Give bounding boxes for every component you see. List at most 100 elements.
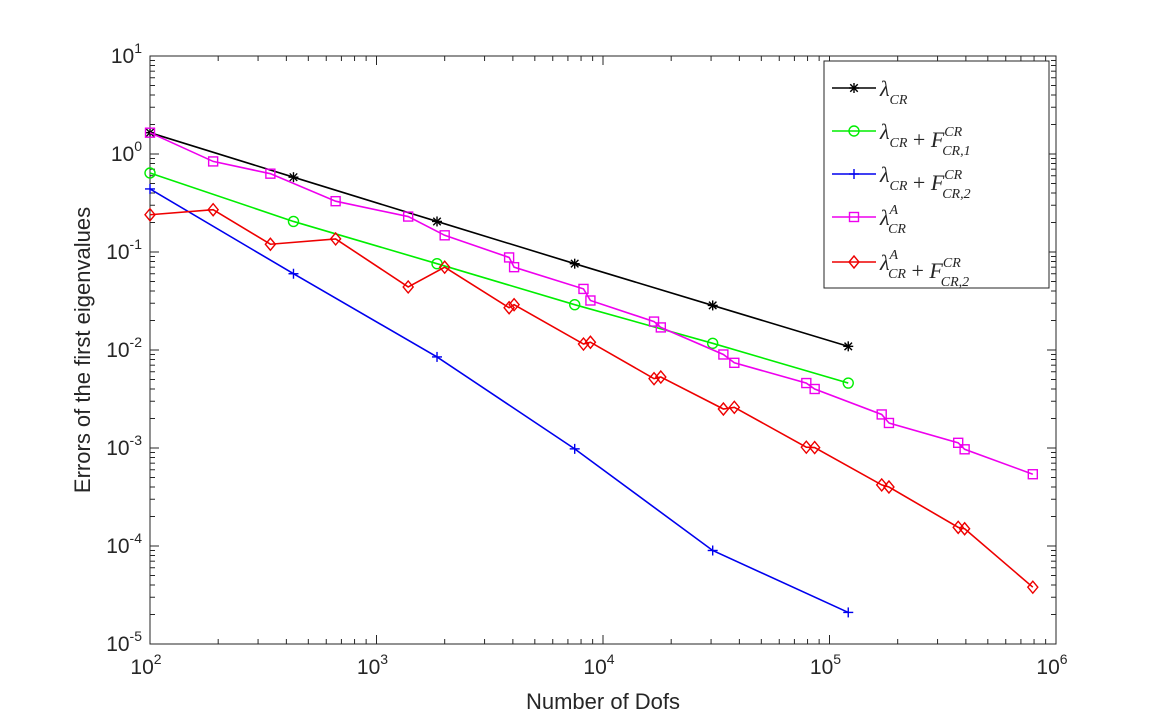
legend-marker-2	[849, 169, 859, 179]
y-axis-label: Errors of the first eigenvalues	[70, 207, 95, 493]
series-4-point	[952, 520, 965, 535]
x-tick-exponent: 2	[154, 651, 162, 667]
series-4-point-shape	[1026, 580, 1039, 595]
series-4-point-shape	[717, 401, 730, 417]
legend-plus: +	[906, 258, 929, 283]
series-3-point	[801, 377, 812, 389]
series-3-point-shape	[330, 195, 341, 207]
legend-f-sup: CR	[944, 168, 962, 183]
series-4-point-shape	[808, 440, 821, 455]
y-tick-label: 10-5	[106, 628, 142, 656]
series-layer	[144, 127, 1039, 618]
series-4-point	[800, 440, 813, 455]
series-4-point-shape	[508, 297, 520, 312]
legend-sub: CR	[888, 267, 906, 282]
series-3-point	[439, 230, 450, 241]
legend-marker-4-shape	[848, 254, 860, 270]
series-3-point	[648, 316, 660, 327]
legend-entry-1: λCR + FCR CR,1	[832, 119, 971, 159]
legend-marker-1-shape	[848, 125, 860, 137]
legend-marker-0	[849, 83, 859, 93]
x-axis-label: Number of Dofs	[526, 689, 680, 714]
series-3	[144, 127, 1039, 480]
series-1-point-shape	[842, 377, 854, 389]
series-4-point	[875, 477, 888, 493]
series-3-point-shape	[508, 261, 520, 273]
series-4-point-shape	[800, 440, 813, 455]
legend-symbol: λ	[879, 205, 890, 230]
series-1-point-shape	[144, 167, 156, 179]
series-3-point-shape	[876, 409, 887, 420]
series-3-point-shape	[503, 252, 515, 263]
x-tick-base: 10	[583, 656, 606, 679]
x-tick-exponent: 4	[607, 651, 615, 667]
series-4-point-shape	[438, 260, 451, 275]
series-1-point	[842, 377, 854, 389]
x-tick-label: 105	[810, 651, 841, 679]
series-3-point-shape	[207, 156, 219, 167]
series-2	[145, 183, 854, 618]
series-3-point	[1027, 469, 1039, 480]
series-4-point	[577, 336, 590, 352]
series-3-point	[959, 444, 970, 455]
series-4-point	[402, 279, 415, 295]
series-4-point	[584, 335, 597, 350]
series-3-point	[876, 409, 887, 420]
series-3-point	[578, 283, 589, 295]
x-tick-base: 10	[130, 656, 153, 679]
legend-symbol: λ	[879, 162, 890, 187]
series-3-line	[149, 131, 1034, 475]
series-3-point	[207, 156, 219, 167]
series-1-line	[149, 172, 849, 384]
legend-label-4: λA CR + FCR CR,2	[879, 248, 969, 290]
legend-plus: +	[907, 170, 930, 195]
series-3-point-shape	[265, 168, 276, 179]
series-4-point-shape	[958, 521, 971, 536]
series-4-point-shape	[584, 335, 597, 350]
legend-sub: CR	[890, 136, 908, 151]
x-tick-exponent: 6	[1060, 651, 1068, 667]
legend-label-2: λCR + FCR CR,2	[879, 162, 971, 202]
y-tick-exponent: 1	[134, 40, 142, 56]
series-2-point	[145, 183, 155, 194]
series-0-point-stroke	[570, 259, 579, 268]
series-3-point-shape	[729, 357, 740, 369]
series-3-point	[585, 295, 596, 306]
series-3-point-shape	[144, 127, 156, 138]
legend-symbol: λ	[879, 76, 890, 101]
legend-label-1: λCR + FCR CR,1	[879, 119, 971, 159]
series-0-point	[432, 216, 443, 227]
y-tick-base: 10	[106, 633, 129, 656]
series-4-point	[808, 440, 821, 455]
legend-sub: CR	[890, 179, 908, 194]
series-4-point-shape	[952, 520, 965, 535]
series-2-point	[707, 545, 718, 556]
y-tick-exponent: 0	[134, 138, 142, 154]
legend-sub: CR	[890, 93, 908, 108]
series-0-point-stroke	[432, 217, 442, 226]
series-4-point	[883, 479, 895, 495]
series-3-point-shape	[585, 295, 596, 306]
legend-sub: CR	[888, 222, 906, 237]
y-tick-label: 101	[111, 40, 142, 68]
y-tick-label: 10-2	[106, 334, 142, 362]
series-4-point-shape	[883, 479, 895, 495]
series-3-point-shape	[952, 437, 964, 448]
series-1-point	[706, 337, 719, 350]
legend-entry-0: λCR	[832, 76, 908, 108]
series-4-point	[264, 237, 277, 252]
series-4-point	[717, 401, 730, 417]
series-0-point	[288, 172, 299, 183]
y-tick-label: 100	[111, 138, 142, 166]
legend-sup: A	[889, 248, 899, 263]
y-tick-base: 10	[106, 535, 129, 558]
x-tick-exponent: 3	[380, 651, 388, 667]
series-0-point-stroke	[145, 128, 155, 137]
legend-marker-3-shape	[848, 211, 860, 223]
series-3-point	[330, 195, 341, 207]
legend-symbol: λ	[879, 119, 890, 144]
series-3-point-shape	[578, 283, 589, 295]
series-3-point	[718, 349, 729, 360]
